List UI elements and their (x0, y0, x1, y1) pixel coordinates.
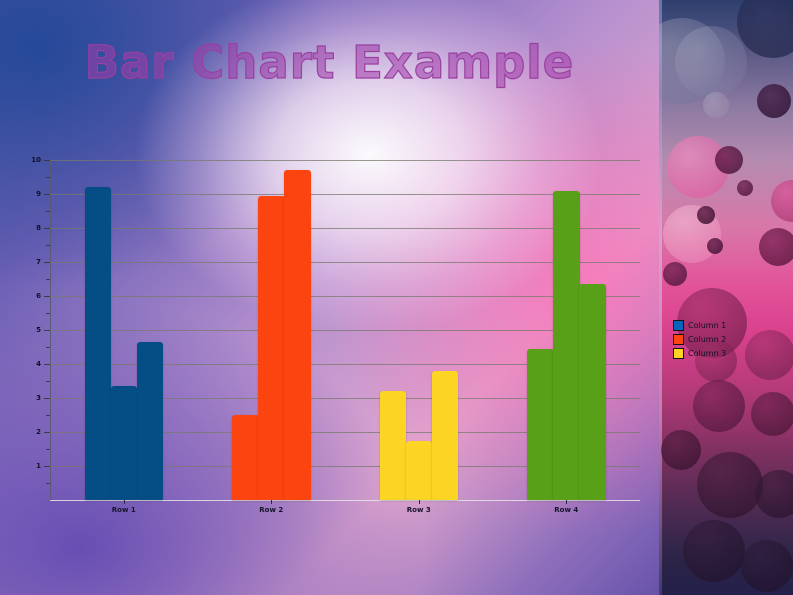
legend-item-label: Column 1 (688, 320, 727, 330)
y-tick-minor (46, 381, 50, 382)
bar (136, 341, 164, 500)
y-tick-minor (46, 449, 50, 450)
bar (431, 370, 459, 500)
bubble (741, 540, 793, 592)
y-tick-major (44, 398, 50, 399)
gridline (50, 432, 640, 433)
y-axis-label: 6 (36, 292, 41, 300)
chart-title: Bar Chart Example (84, 35, 575, 89)
bar (553, 190, 580, 500)
y-tick-minor (46, 347, 50, 348)
x-tick (271, 500, 273, 504)
gridline (50, 296, 640, 297)
bubble (751, 392, 793, 436)
bubble (737, 0, 793, 58)
bubble (661, 430, 701, 470)
y-tick-minor (46, 211, 50, 212)
legend-swatch-icon (673, 333, 684, 345)
gridline (50, 466, 640, 467)
y-axis-label: 7 (36, 258, 41, 266)
bar (84, 187, 112, 500)
bubble (683, 520, 745, 582)
chart-legend: Column 1 Column 2 Column 3 (673, 318, 793, 360)
y-tick-minor (46, 415, 50, 416)
y-tick-major (44, 466, 50, 467)
y-axis-label: 1 (36, 462, 41, 470)
bubble (707, 238, 723, 254)
bubble (745, 330, 793, 380)
bubble (663, 262, 687, 286)
x-tick (566, 500, 568, 504)
legend-swatch-icon (673, 347, 684, 359)
bubble (759, 228, 793, 266)
y-axis-label: 10 (31, 156, 41, 164)
bubble (757, 84, 791, 118)
bar-chart: Bar Chart Example 1 2 3 4 5 6 7 8 9 10 Row 1 Row 2… (31, 35, 640, 514)
y-tick-minor (46, 177, 50, 178)
y-tick-major (44, 432, 50, 433)
panel-edge-highlight (659, 0, 662, 595)
bar (232, 415, 259, 500)
y-tick-minor (46, 313, 50, 314)
legend-item-label: Column 2 (688, 334, 727, 344)
bubble (771, 180, 793, 222)
gridline (50, 160, 640, 161)
y-tick-major (44, 296, 50, 297)
bar (527, 348, 554, 500)
gridline (50, 262, 640, 263)
bubble (737, 180, 753, 196)
y-tick-major (44, 228, 50, 229)
legend-item: Column 1 (673, 318, 793, 332)
y-axis-label: 8 (36, 224, 41, 232)
gridline (50, 330, 640, 331)
y-axis-label: 9 (36, 190, 41, 198)
legend-swatch-icon (673, 319, 684, 331)
bubble (755, 470, 793, 518)
bubble (695, 340, 737, 382)
legend-item: Column 2 (673, 332, 793, 346)
bar (579, 284, 606, 500)
y-tick-major (44, 364, 50, 365)
bar (379, 391, 407, 500)
y-tick-minor (46, 279, 50, 280)
bubble (659, 18, 725, 104)
y-tick-major (44, 194, 50, 195)
bubble (703, 92, 729, 118)
bubble (675, 26, 747, 98)
x-axis-label: Row 2 (259, 506, 284, 514)
x-tick (418, 500, 420, 504)
y-axis-label: 4 (36, 360, 41, 368)
y-axis-label: 3 (36, 394, 41, 402)
gridline (50, 194, 640, 195)
legend-item-label: Column 3 (688, 348, 727, 358)
x-axis-label: Row 1 (111, 506, 136, 514)
bubble (693, 380, 745, 432)
y-axis-label: 2 (36, 428, 41, 436)
bubble (715, 146, 743, 174)
y-tick-major (44, 330, 50, 331)
gridline (50, 364, 640, 365)
legend-item: Column 3 (673, 346, 793, 360)
x-tick (123, 500, 125, 504)
gridline (50, 228, 640, 229)
bar (258, 195, 285, 500)
x-axis (50, 500, 640, 501)
bars-layer (50, 160, 640, 500)
bar (284, 170, 311, 500)
bar (110, 386, 138, 500)
bar (405, 440, 433, 500)
y-tick-minor (46, 245, 50, 246)
bubble (697, 452, 763, 518)
decorative-bubble-panel (659, 0, 793, 595)
x-axis-label: Row 4 (554, 506, 579, 514)
plot-area: 1 2 3 4 5 6 7 8 9 10 Row 1 Row 2 Row 3 Row 4 (31, 156, 640, 514)
gridline (50, 398, 640, 399)
bubble (697, 206, 715, 224)
y-tick-major (44, 262, 50, 263)
y-tick-minor (46, 483, 50, 484)
x-axis-label: Row 3 (406, 506, 431, 514)
y-axis-label: 5 (36, 326, 41, 334)
y-tick-major (44, 160, 50, 161)
